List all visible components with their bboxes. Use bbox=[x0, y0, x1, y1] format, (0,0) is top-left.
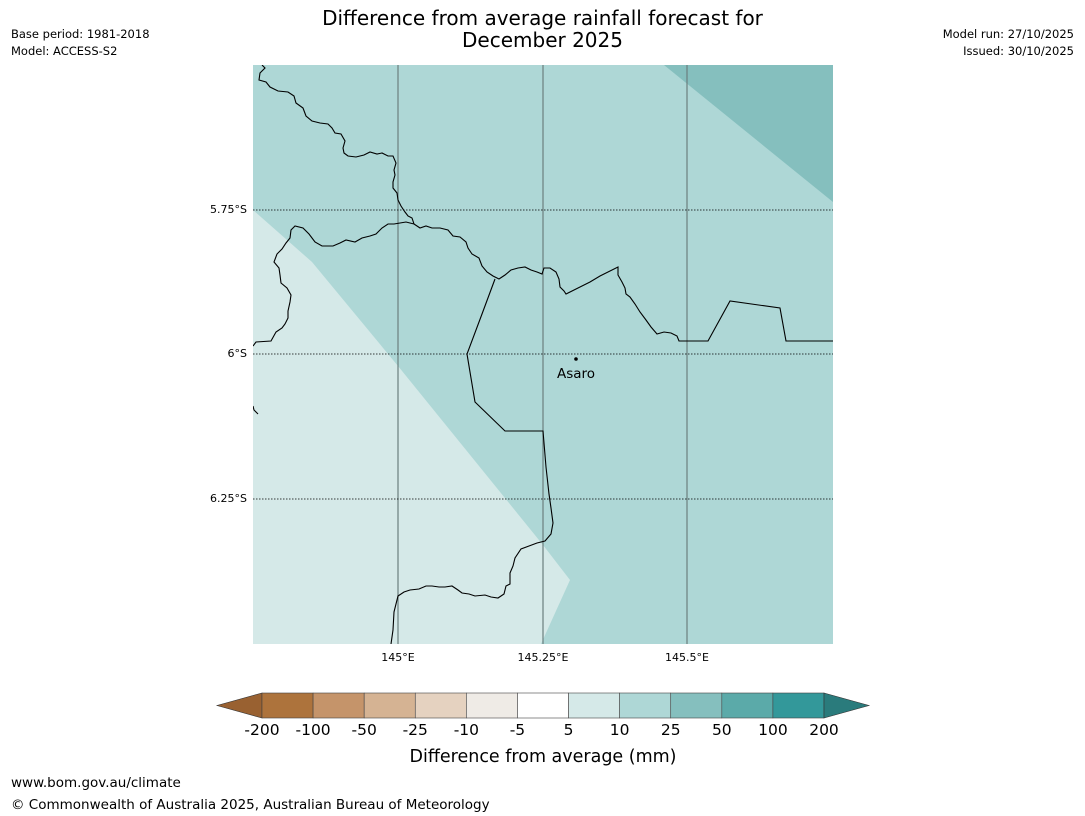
colorbar-label: -100 bbox=[295, 721, 330, 739]
map-area: Asaro bbox=[253, 65, 833, 644]
lat-label-5-75: 5.75°S bbox=[210, 203, 247, 216]
lon-label-145-25: 145.25°E bbox=[518, 651, 569, 664]
lat-labels: 5.75°S 6°S 6.25°S bbox=[210, 203, 247, 505]
colorbar-label: 100 bbox=[758, 721, 788, 739]
colorbar-cell bbox=[517, 692, 569, 719]
colorbar-cell bbox=[721, 692, 774, 719]
title-line-1: Difference from average rainfall forecas… bbox=[322, 6, 763, 30]
colorbar-cell bbox=[466, 692, 518, 719]
boundary-west-stub bbox=[253, 405, 259, 415]
place-label: Asaro bbox=[557, 366, 595, 382]
footer: www.bom.gov.au/climate © Commonwealth of… bbox=[11, 772, 490, 816]
colorbar-label: -5 bbox=[510, 721, 525, 739]
lat-label-6-25: 6.25°S bbox=[210, 492, 247, 505]
base-period-text: Base period: 1981-2018 bbox=[11, 27, 150, 41]
colorbar-label: -10 bbox=[454, 721, 479, 739]
rainfall-zone-25-50 bbox=[664, 65, 833, 202]
meta-left: Base period: 1981-2018 Model: ACCESS-S2 bbox=[11, 26, 150, 60]
lon-label-145-5: 145.5°E bbox=[665, 651, 709, 664]
footer-copyright: © Commonwealth of Australia 2025, Austra… bbox=[11, 797, 490, 813]
lat-gridlines bbox=[253, 209, 833, 500]
colorbar-label: -200 bbox=[244, 721, 279, 739]
colorbar-cell bbox=[414, 692, 467, 719]
model-text: Model: ACCESS-S2 bbox=[11, 44, 118, 58]
colorbar-label: -50 bbox=[352, 721, 377, 739]
province-boundaries bbox=[253, 65, 833, 644]
model-run-text: Model run: 27/10/2025 bbox=[942, 27, 1074, 41]
title-line-2: December 2025 bbox=[462, 28, 623, 52]
colorbar-cell bbox=[619, 692, 672, 719]
boundary-south bbox=[390, 278, 554, 644]
colorbar-label: 10 bbox=[610, 721, 630, 739]
boundary-north bbox=[258, 65, 415, 225]
colorbar-cell bbox=[261, 692, 314, 719]
colorbar-cell bbox=[670, 692, 723, 719]
page-title: Difference from average rainfall forecas… bbox=[0, 7, 1085, 51]
colorbar-cell bbox=[772, 692, 825, 719]
colorbar-label: -25 bbox=[403, 721, 428, 739]
colorbar: -200 -100 -50 -25 -10 -5 5 10 25 50 100 200 Differe… bbox=[215, 692, 871, 767]
colorbar-cell bbox=[312, 692, 365, 719]
boundary-central bbox=[253, 221, 415, 347]
colorbar-under-arrow bbox=[215, 692, 263, 719]
colorbar-label: 50 bbox=[712, 721, 732, 739]
colorbar-label: 5 bbox=[564, 721, 574, 739]
footer-url[interactable]: www.bom.gov.au/climate bbox=[11, 775, 181, 791]
colorbar-over-arrow bbox=[823, 692, 871, 719]
lat-label-6: 6°S bbox=[228, 347, 247, 360]
colorbar-label: 200 bbox=[809, 721, 839, 739]
meta-right: Model run: 27/10/2025 Issued: 30/10/2025 bbox=[943, 26, 1074, 60]
colorbar-cell bbox=[568, 692, 620, 719]
place-marker bbox=[574, 357, 578, 361]
lon-gridlines bbox=[397, 65, 688, 644]
rainfall-zone-5-10 bbox=[253, 210, 570, 644]
lon-label-145: 145°E bbox=[381, 651, 414, 664]
colorbar-title: Difference from average (mm) bbox=[409, 747, 676, 767]
boundary-east bbox=[413, 223, 833, 342]
lon-labels: 145°E 145.25°E 145.5°E bbox=[381, 651, 709, 664]
issued-text: Issued: 30/10/2025 bbox=[963, 44, 1074, 58]
colorbar-cell bbox=[363, 692, 416, 719]
colorbar-label: 25 bbox=[661, 721, 681, 739]
